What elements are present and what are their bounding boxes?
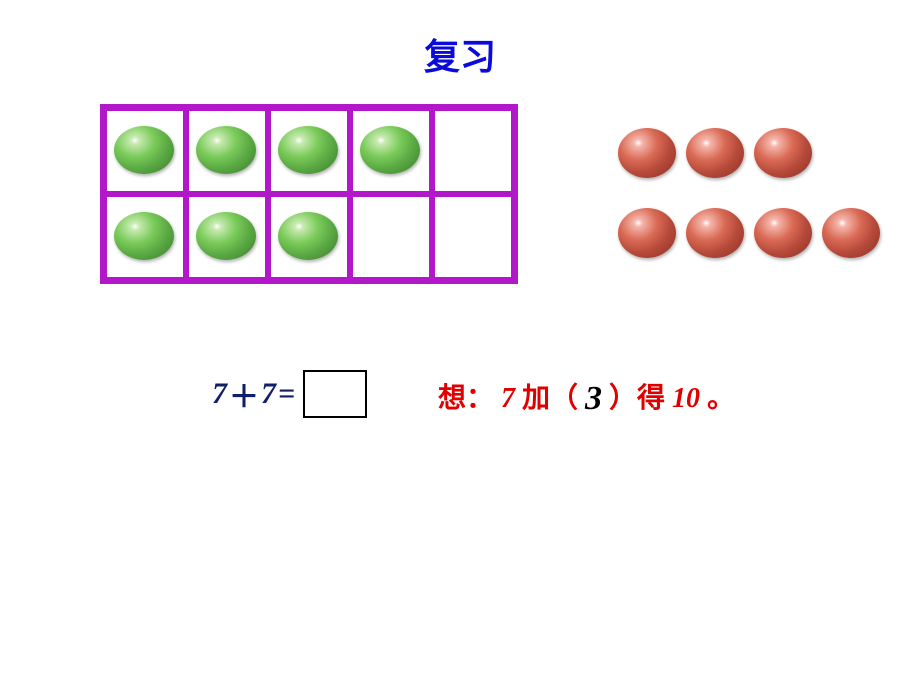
red-counter	[822, 208, 880, 258]
red-counter	[686, 208, 744, 258]
green-counter	[196, 126, 256, 174]
hint-body2: 加（	[522, 383, 585, 414]
green-counter	[114, 126, 174, 174]
equation: 7 ＋ 7 =	[212, 370, 369, 418]
equation-eq: =	[278, 377, 295, 411]
hint-suffix: 。	[707, 383, 735, 414]
green-counter	[196, 212, 256, 260]
page-title: 复习	[0, 28, 920, 80]
red-counter	[618, 128, 676, 178]
red-counter	[686, 128, 744, 178]
green-counter	[278, 126, 338, 174]
equation-lhs-b: 7	[261, 377, 276, 411]
ten-frame-cell	[350, 194, 432, 280]
hint-prefix: 想：	[438, 383, 494, 414]
hint-body3: ）得	[609, 383, 665, 414]
green-counter	[360, 126, 420, 174]
ten-frame	[100, 104, 518, 284]
hint: 想： 7 加（ 3 ）得 10 。	[438, 376, 735, 416]
red-counter	[754, 128, 812, 178]
green-counter	[114, 212, 174, 260]
ten-frame-cell	[432, 108, 514, 194]
hint-body4: 10	[672, 383, 700, 414]
red-counter	[618, 208, 676, 258]
hint-body1: 7	[501, 383, 515, 414]
equation-op: ＋	[229, 372, 259, 416]
equation-lhs-a: 7	[212, 377, 227, 411]
red-counter	[754, 208, 812, 258]
answer-box[interactable]	[303, 370, 367, 418]
green-counter	[278, 212, 338, 260]
hint-fill: 3	[585, 380, 602, 417]
ten-frame-cell	[432, 194, 514, 280]
